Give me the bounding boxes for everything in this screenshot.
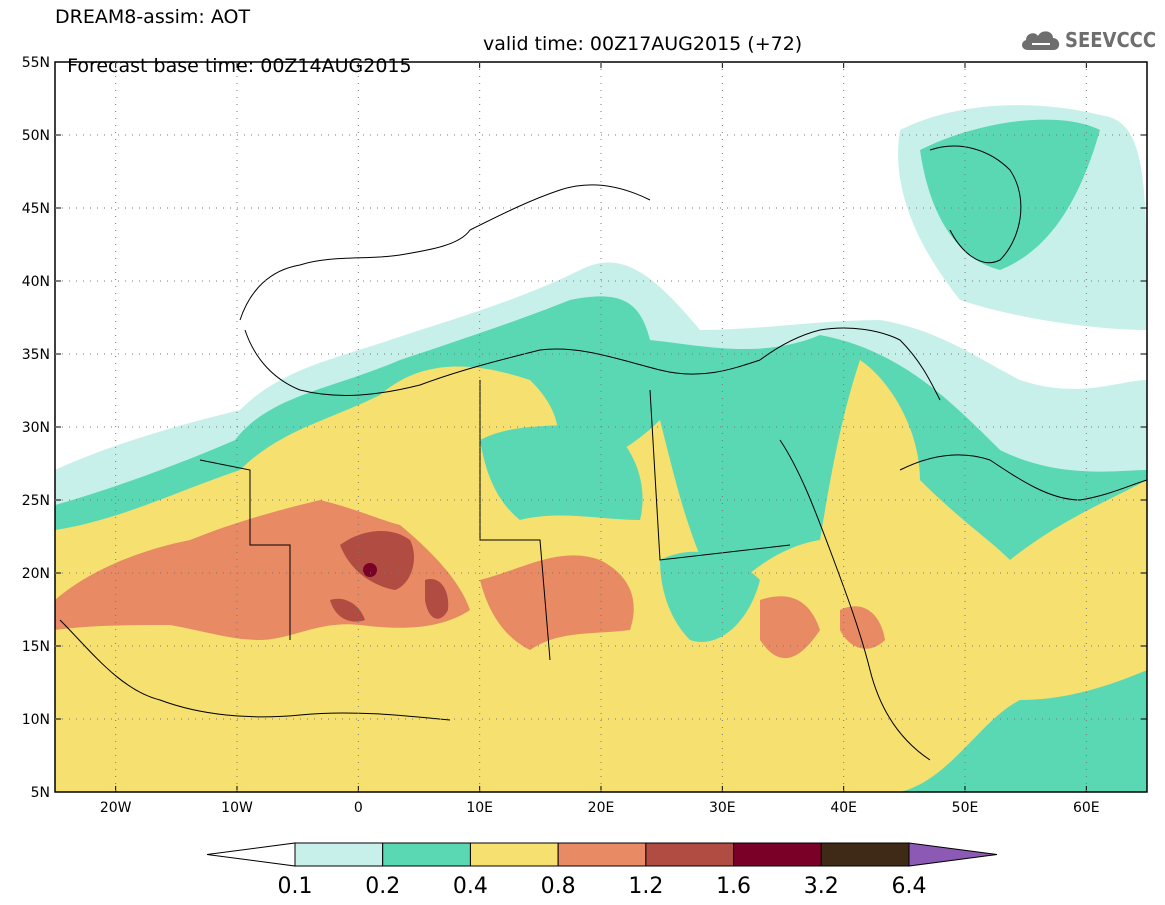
colorbar-tick-label: 1.6 <box>716 874 751 899</box>
lat-label: 20N <box>22 566 50 582</box>
lat-label: 55N <box>22 55 50 71</box>
colorbar-tick-label: 3.2 <box>804 874 839 899</box>
logo-text: SEEVCCC <box>1065 28 1157 52</box>
lat-label: 50N <box>22 128 50 144</box>
longitude-axis: 20W 10W 0 10E 20E 30E 40E 50E 60E <box>100 62 1100 816</box>
lon-label: 20W <box>100 800 132 816</box>
colorbar-tick-label: 0.8 <box>541 874 576 899</box>
colorbar-swatch <box>645 842 735 867</box>
lon-label: 10E <box>466 800 493 816</box>
colorbar-swatch <box>469 842 559 867</box>
colorbar-tick-label: 6.4 <box>892 874 927 899</box>
lat-label: 40N <box>22 274 50 290</box>
aot-contour-1.6 <box>363 563 377 577</box>
colorbar-tick-label: 0.2 <box>365 874 400 899</box>
colorbar-swatch <box>820 842 910 867</box>
lat-label: 5N <box>31 785 50 801</box>
colorbar-low-triangle <box>206 842 296 867</box>
lon-label: 50E <box>952 800 979 816</box>
chart-subtitle: Forecast base time: 00Z14AUG2015 valid t… <box>55 33 802 99</box>
colorbar-swatch <box>557 842 647 867</box>
colorbar-swatch <box>733 842 822 867</box>
valid-time-label: valid time: 00Z17AUG2015 (+72) <box>483 33 803 55</box>
chart-title: DREAM8-assim: AOT <box>55 6 251 28</box>
cloud-icon <box>1022 31 1060 50</box>
colorbar-high-triangle <box>908 842 998 867</box>
lon-label: 20E <box>588 800 615 816</box>
lat-label: 35N <box>22 347 50 363</box>
lat-label: 45N <box>22 201 50 217</box>
lon-label: 40E <box>830 800 857 816</box>
colorbar-swatch <box>294 842 384 867</box>
colorbar-swatch <box>382 842 471 867</box>
base-time-label: Forecast base time: 00Z14AUG2015 <box>67 55 412 77</box>
coastlines <box>59 145 1147 761</box>
seevccc-logo: SEEVCCC <box>1018 22 1158 56</box>
lon-label: 0 <box>354 800 363 816</box>
lon-label: 30E <box>709 800 736 816</box>
colorbar-tick-label: 0.4 <box>453 874 488 899</box>
colorbar-tick-label: 1.2 <box>628 874 663 899</box>
lat-label: 25N <box>22 493 50 509</box>
lon-label: 60E <box>1073 800 1100 816</box>
colorbar-tick-label: 0.1 <box>278 874 313 899</box>
lat-label: 30N <box>22 420 50 436</box>
lat-label: 10N <box>22 712 50 728</box>
lon-label: 10W <box>221 800 253 816</box>
lat-label: 15N <box>22 639 50 655</box>
